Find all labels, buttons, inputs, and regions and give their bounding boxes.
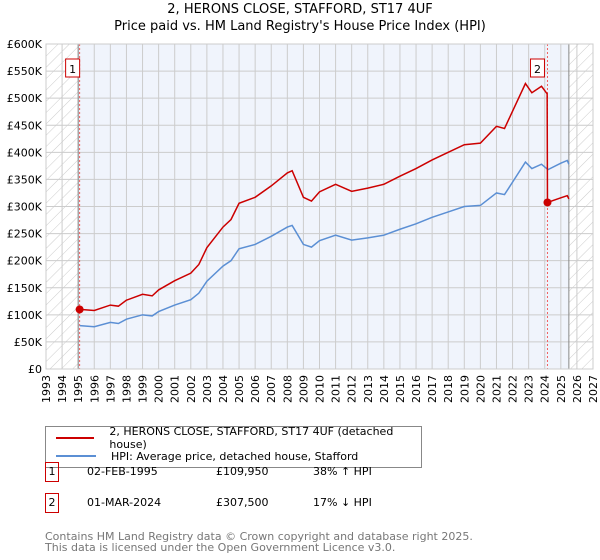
y-tick-label: £150K: [7, 282, 43, 295]
plot-border: [45, 43, 594, 370]
y-tick-label: £50K: [14, 336, 43, 349]
x-tick-label: 1993: [40, 375, 53, 403]
x-tick-label: 2015: [394, 375, 407, 403]
legend-red-line: [56, 437, 95, 439]
x-tick-label: 2016: [410, 375, 423, 403]
x-tick-label: 2004: [217, 375, 230, 403]
sale-point: [543, 198, 552, 207]
x-tick-label: 2024: [539, 375, 552, 403]
x-tick-label: 2007: [265, 375, 278, 403]
x-tick-label: 2026: [571, 375, 584, 403]
x-tick-label: 2020: [474, 375, 487, 403]
sale-label-box: [529, 58, 545, 78]
legend-property: 2, HERONS CLOSE, STAFFORD, ST17 4UF (det…: [109, 425, 394, 451]
y-tick-label: £0: [28, 363, 42, 376]
y-tick-label: £350K: [7, 173, 43, 186]
y-tick-label: £500K: [7, 92, 43, 105]
y-tick-label: £200K: [7, 255, 43, 268]
x-tick-label: 1999: [137, 375, 150, 403]
x-tick-label: 2001: [169, 375, 182, 403]
chart-title: 2, HERONS CLOSE, STAFFORD, ST17 4UF: [167, 2, 433, 17]
transaction-hpi: 17% ↓ HPI: [313, 496, 372, 509]
x-tick-label: 1997: [104, 375, 117, 403]
x-tick-label: 2019: [458, 375, 471, 403]
x-tick-label: 2012: [346, 375, 359, 403]
x-tick-label: 1995: [72, 375, 85, 403]
y-tick-label: £600K: [7, 38, 43, 51]
y-tick-label: £400K: [7, 146, 43, 159]
y-tick-label: £100K: [7, 309, 43, 322]
footer-line1: Contains HM Land Registry data © Crown c…: [45, 530, 473, 543]
y-tick-label: £550K: [7, 65, 43, 78]
sale-label: 2: [534, 63, 541, 76]
x-tick-label: 1994: [56, 375, 69, 403]
x-tick-label: 2025: [555, 375, 568, 403]
x-tick-label: 2021: [490, 375, 503, 403]
x-tick-label: 2010: [314, 375, 327, 403]
legend: 2, HERONS CLOSE, STAFFORD, ST17 4UF (det…: [45, 425, 422, 468]
transaction-hpi: 38% ↑ HPI: [313, 465, 372, 478]
transaction-marker: 1: [45, 462, 59, 482]
x-tick-label: 2002: [185, 375, 198, 403]
hpi-series-line: [79, 159, 570, 328]
legend-hpi: HPI: Average price, detached house, Staf…: [111, 449, 359, 463]
x-tick-label: 2017: [426, 375, 439, 403]
footer-line2: This data is licensed under the Open Gov…: [45, 541, 396, 554]
x-tick-label: 1998: [120, 375, 133, 403]
sale-label: 1: [69, 63, 76, 76]
x-tick-label: 2023: [523, 375, 536, 403]
x-tick-label: 2011: [330, 375, 343, 403]
sale-point: [75, 305, 84, 314]
footer: Contains HM Land Registry data © Crown c…: [45, 531, 473, 553]
property-series-line: [79, 82, 570, 312]
x-tick-label: 2009: [297, 375, 310, 403]
x-tick-label: 2005: [233, 375, 246, 403]
x-tick-label: 2022: [507, 375, 520, 403]
transaction-marker: 2: [45, 493, 59, 513]
x-tick-label: 2027: [587, 375, 600, 403]
transaction-date: 02-FEB-1995: [87, 465, 158, 478]
x-tick-label: 2006: [249, 375, 262, 403]
legend-blue-line: [56, 455, 96, 457]
plot-area: 1993 1994 1995 1996 1997 1998 1999 2000 2001 2002…: [7, 38, 600, 403]
x-tick-label: 1996: [88, 375, 101, 403]
transaction-date: 01-MAR-2024: [87, 496, 162, 509]
x-tick-label: 2003: [201, 375, 214, 403]
x-tick-label: 2000: [153, 375, 166, 403]
x-tick-label: 2014: [378, 375, 391, 403]
y-tick-label: £450K: [7, 119, 43, 132]
y-tick-label: £300K: [7, 201, 43, 214]
sale-label-box: [65, 58, 81, 78]
chart-subtitle: Price paid vs. HM Land Registry's House …: [114, 19, 486, 34]
y-tick-label: £250K: [7, 228, 43, 241]
transaction-price: £109,950: [216, 465, 269, 478]
x-tick-label: 2018: [442, 375, 455, 403]
x-tick-label: 2008: [281, 375, 294, 403]
x-tick-label: 2013: [362, 375, 375, 403]
transaction-price: £307,500: [216, 496, 269, 509]
